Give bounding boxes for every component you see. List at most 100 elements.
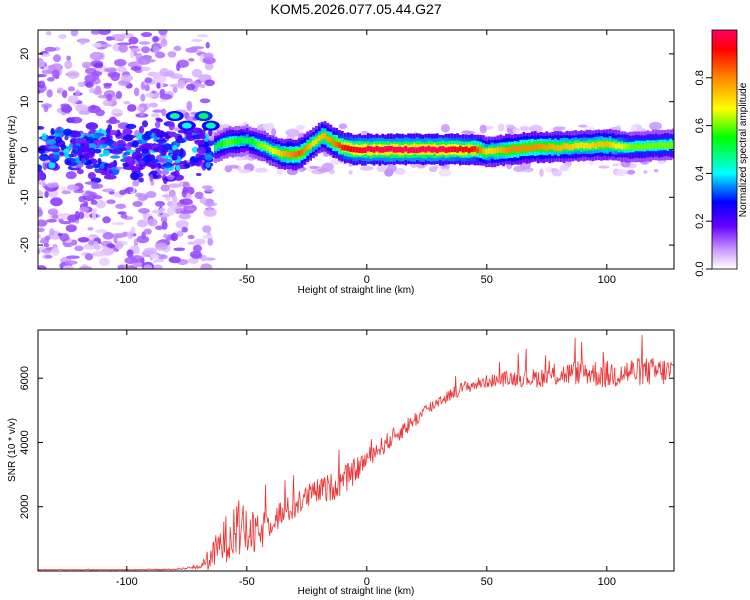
heatmap-cell xyxy=(38,265,47,269)
heatmap-cell xyxy=(559,164,569,172)
heatmap-ridge-cell xyxy=(418,146,422,153)
heatmap-cell xyxy=(156,139,168,144)
heatmap-cell xyxy=(136,235,150,244)
heatmap-cell xyxy=(160,43,166,47)
heatmap-cell xyxy=(64,60,73,70)
heatmap-ridge-cell xyxy=(487,147,491,154)
heatmap-cell xyxy=(41,132,47,141)
heatmap-cell xyxy=(203,202,218,207)
heatmap-cell xyxy=(154,51,166,59)
heatmap-ridge-cell xyxy=(646,142,649,149)
heatmap-cell xyxy=(100,43,113,48)
heatmap-ridge-cell xyxy=(611,141,615,148)
heatmap-ridge-cell xyxy=(427,145,431,152)
snr-panel: -100 -50 0 50 100 2000 4000 6000 Height of stra… xyxy=(7,329,675,597)
heatmap-cell xyxy=(161,144,167,153)
heatmap-ridge-cell xyxy=(459,145,462,152)
heatmap-cell xyxy=(155,117,162,122)
heatmap-ridge-cell xyxy=(378,146,382,153)
heatmap-cell xyxy=(47,208,59,216)
y-tick-label: 2000 xyxy=(19,494,31,518)
heatmap-ridge-cell xyxy=(243,137,246,144)
heatmap-cell xyxy=(99,163,105,169)
heatmap-ridge-cell xyxy=(340,144,344,151)
heatmap-ridge-cell xyxy=(441,146,445,152)
heatmap-ridge-cell xyxy=(387,145,390,152)
heatmap-ridge-cell xyxy=(626,143,629,150)
heatmap-cell xyxy=(117,211,127,215)
heatmap-cell xyxy=(97,158,102,165)
x-tick-label: -100 xyxy=(116,576,138,588)
heatmap-cell xyxy=(172,149,180,155)
heatmap-ridge-cell xyxy=(571,143,575,150)
heatmap-cell xyxy=(83,200,89,208)
heatmap-ridge-cell xyxy=(401,147,405,153)
heatmap-cell xyxy=(79,206,89,213)
heatmap-cell xyxy=(152,75,167,83)
heatmap-ridge-cell xyxy=(556,145,560,151)
heatmap-ridge-cell xyxy=(300,149,304,156)
heatmap-cell xyxy=(207,237,214,246)
heatmap-ridge-cell xyxy=(297,150,301,157)
heatmap-ridge-cell xyxy=(510,145,514,152)
heatmap-cell xyxy=(360,130,369,136)
heatmap-cell xyxy=(125,186,134,193)
heatmap-cell xyxy=(81,61,92,69)
heatmap-cell xyxy=(185,47,198,53)
heatmap-cell xyxy=(45,139,57,145)
heatmap-ridge-cell xyxy=(326,136,330,142)
heatmap-ridge-cell xyxy=(214,144,217,151)
heatmap-ridge-cell xyxy=(634,143,638,150)
heatmap-cell xyxy=(84,190,92,195)
heatmap-cell xyxy=(102,99,113,107)
heatmap-cell xyxy=(91,71,103,77)
heatmap-cell xyxy=(74,210,81,220)
heatmap-cell xyxy=(166,174,175,181)
heatmap-cell xyxy=(154,200,165,207)
colorbar: 0.0 0.2 0.4 0.6 0.8 Normalized spectral ampl… xyxy=(694,29,749,277)
heatmap-cell xyxy=(75,89,80,97)
heatmap-cell xyxy=(106,199,116,205)
heatmap-cell xyxy=(102,216,111,224)
heatmap-cell xyxy=(152,147,163,153)
heatmap-cell xyxy=(141,148,149,154)
heatmap-cell xyxy=(179,147,184,156)
heatmap-cell xyxy=(44,46,57,52)
heatmap-cell xyxy=(85,122,99,131)
heatmap-ridge-cell xyxy=(291,151,295,158)
heatmap-ridge-cell xyxy=(548,143,552,150)
heatmap-cell xyxy=(348,170,353,175)
heatmap-cell xyxy=(145,191,157,199)
heatmap-cell xyxy=(78,211,85,220)
heatmap-cell xyxy=(539,168,544,177)
heatmap-cell xyxy=(65,171,77,180)
heatmap-cell xyxy=(522,169,533,173)
heatmap-ridge-cell xyxy=(525,145,529,152)
heatmap-cell xyxy=(186,207,195,212)
heatmap-cell xyxy=(438,168,452,177)
heatmap-cell xyxy=(128,36,139,45)
heatmap-cell xyxy=(106,164,114,169)
x-tick-label: 0 xyxy=(364,274,370,286)
heatmap-cell xyxy=(40,53,51,58)
heatmap-ridge-cell xyxy=(375,145,379,152)
heatmap-cell xyxy=(38,248,41,255)
heatmap-cell xyxy=(55,130,63,134)
heatmap-ridge-cell xyxy=(513,145,517,152)
heatmap-ridge-cell xyxy=(332,140,336,146)
heatmap-cell xyxy=(188,161,195,165)
heatmap-ridge-cell xyxy=(280,151,284,157)
heatmap-cell xyxy=(181,189,187,198)
heatmap-cell xyxy=(615,125,622,129)
heatmap-ridge-cell xyxy=(672,142,674,149)
heatmap-cell xyxy=(254,167,268,173)
heatmap-cell xyxy=(184,164,190,168)
heatmap-cell xyxy=(57,232,63,237)
heatmap-cell xyxy=(78,110,91,115)
heatmap-cell xyxy=(40,155,48,162)
heatmap-ridge-cell xyxy=(355,146,359,153)
heatmap-cell xyxy=(187,241,196,245)
colorbar-gradient xyxy=(711,29,738,270)
heatmap-cell xyxy=(194,191,204,200)
heatmap-cell xyxy=(185,186,195,195)
